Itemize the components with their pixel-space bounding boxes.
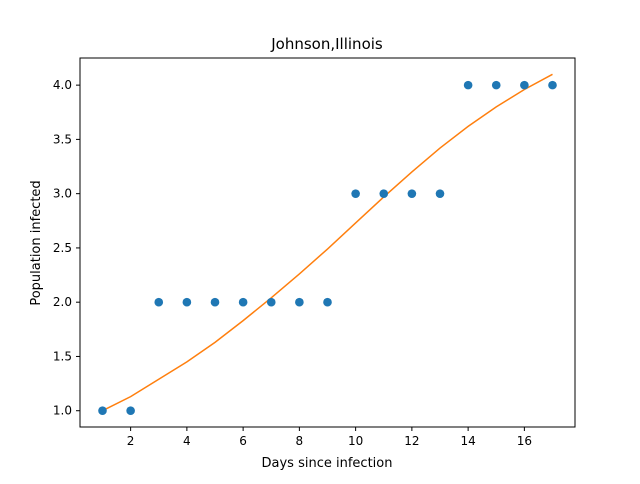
y-tick-label: 1.0 xyxy=(53,404,72,418)
data-point xyxy=(323,297,332,307)
x-axis-label: Days since infection xyxy=(262,456,393,471)
x-tick-label: 8 xyxy=(296,434,304,448)
x-tick-label: 6 xyxy=(239,434,247,448)
x-tick-label: 12 xyxy=(404,434,419,448)
plot-frame xyxy=(79,57,576,428)
x-tick-label: 16 xyxy=(517,434,532,448)
data-point xyxy=(266,297,276,307)
data-point xyxy=(548,80,557,90)
data-point xyxy=(520,80,529,90)
y-axis-label: Population infected xyxy=(29,180,44,305)
x-tick-label: 4 xyxy=(183,434,191,448)
y-tick-label: 3.5 xyxy=(53,132,72,146)
data-point xyxy=(126,406,135,416)
data-point xyxy=(295,297,304,307)
y-tick-label: 3.0 xyxy=(53,187,72,201)
x-tick-label: 2 xyxy=(127,434,135,448)
data-point xyxy=(351,189,360,198)
data-point xyxy=(491,80,501,90)
data-point xyxy=(379,189,389,198)
y-tick-label: 2.0 xyxy=(53,295,72,309)
y-tick-label: 2.5 xyxy=(53,241,72,255)
data-point xyxy=(407,189,417,198)
axes: 2 4 6 8 10 12 14 16 1.0 1.5 2.0 2.5 3.0 3.5 4.0 xyxy=(53,57,576,448)
chart-title: Johnson,Illinois xyxy=(270,35,383,53)
y-tick-label: 4.0 xyxy=(53,78,72,92)
x-tick-label: 10 xyxy=(348,434,363,448)
data-point xyxy=(210,297,220,307)
data-point xyxy=(238,297,248,307)
data-point xyxy=(182,297,192,307)
data-point xyxy=(435,189,445,198)
data-point xyxy=(463,80,473,90)
data-point xyxy=(98,406,107,416)
y-tick-label: 1.5 xyxy=(53,349,72,363)
x-tick-label: 14 xyxy=(460,434,475,448)
data-point xyxy=(154,297,164,307)
plot-area xyxy=(98,73,557,416)
fit-line xyxy=(102,73,553,412)
